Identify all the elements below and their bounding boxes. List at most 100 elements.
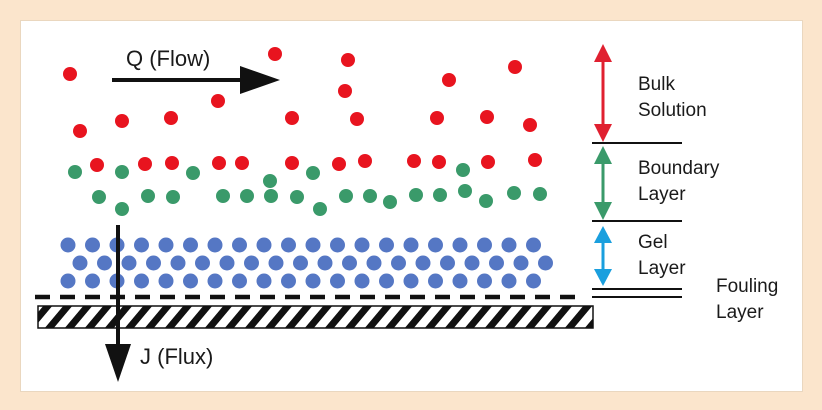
gel-particle: [440, 255, 455, 271]
gel-particle: [501, 273, 517, 289]
gel-particle: [489, 255, 504, 271]
boundary-particle: [409, 188, 423, 202]
boundary-particle: [92, 190, 106, 204]
bulk-particle: [235, 156, 249, 170]
fouling-layer-label-line2: Layer: [716, 302, 764, 323]
bulk-solution-arrow-icon: [594, 44, 612, 142]
gel-particle: [391, 255, 406, 271]
gel-particle: [452, 237, 468, 253]
boundary-particle: [240, 189, 254, 203]
bulk-particle: [430, 111, 444, 125]
bulk-particle: [138, 157, 152, 171]
gel-particle: [379, 273, 394, 289]
gel-particle: [538, 255, 553, 271]
gel-particle: [305, 237, 321, 253]
boundary-particle: [507, 186, 521, 200]
bulk-particle: [358, 154, 372, 168]
bulk-particle: [442, 73, 456, 87]
gel-particle: [232, 273, 247, 289]
gel-particle: [146, 255, 161, 271]
bulk-particle: [407, 154, 421, 168]
boundary-particle: [115, 165, 129, 179]
gel-particle: [354, 273, 370, 289]
gel-particle: [121, 255, 137, 271]
boundary-particle: [313, 202, 327, 216]
boundary-particle: [458, 184, 472, 198]
bulk-particle: [481, 155, 495, 169]
gel-particle: [281, 273, 296, 289]
gel-particle: [501, 237, 517, 253]
boundary-particle: [115, 202, 129, 216]
gel-particle: [526, 237, 541, 253]
gel-particle: [134, 273, 149, 289]
bulk-particle: [338, 84, 352, 98]
bulk-particle: [285, 156, 299, 170]
bulk-particle: [164, 111, 178, 125]
gel-particle: [354, 237, 370, 253]
flux-label: J (Flux): [140, 344, 213, 369]
gel-particle: [219, 255, 235, 271]
gel-particle: [134, 237, 149, 253]
flow-arrow-icon: [112, 66, 280, 94]
bulk-particle: [332, 157, 346, 171]
bulk-particle: [523, 118, 537, 132]
boundary-particle: [433, 188, 447, 202]
bulk-particle: [480, 110, 494, 124]
boundary-particle: [363, 189, 377, 203]
gel-particle: [342, 255, 357, 271]
gel-particle: [158, 237, 174, 253]
bulk-particle: [285, 111, 299, 125]
boundary-particle: [216, 189, 230, 203]
gel-particle: [256, 237, 272, 253]
bulk-particle: [432, 155, 446, 169]
bulk-particles: [63, 47, 542, 172]
bulk-particle: [528, 153, 542, 167]
gel-particle: [158, 273, 174, 289]
bulk-particle: [63, 67, 77, 81]
gel-layer-label-line1: Gel: [638, 232, 668, 253]
gel-particle: [85, 237, 100, 253]
bulk-particle: [212, 156, 226, 170]
boundary-particle: [166, 190, 180, 204]
gel-particle: [366, 255, 382, 271]
gel-particle: [97, 255, 112, 271]
gel-particle: [330, 237, 345, 253]
bulk-particle: [90, 158, 104, 172]
boundary-layer-arrow-icon: [594, 146, 612, 220]
gel-particle: [207, 237, 223, 253]
gel-particle: [526, 273, 541, 289]
boundary-particle: [383, 195, 397, 209]
gel-particle: [60, 273, 76, 289]
bulk-particle: [115, 114, 129, 128]
gel-particle: [305, 273, 321, 289]
gel-particle: [403, 237, 419, 253]
bulk-particle: [165, 156, 179, 170]
bulk-solution-label-line2: Solution: [638, 100, 707, 121]
gel-particle: [428, 273, 443, 289]
gel-particle: [293, 255, 308, 271]
gel-layer-label-line2: Layer: [638, 258, 686, 279]
boundary-particle: [68, 165, 82, 179]
gel-particle: [256, 273, 272, 289]
membrane: [37, 305, 594, 329]
gel-particle: [60, 237, 76, 253]
boundary-particles: [68, 163, 547, 216]
boundary-particle: [186, 166, 200, 180]
gel-particle: [415, 255, 431, 271]
gel-particle: [183, 273, 198, 289]
gel-particle: [170, 255, 186, 271]
gel-particle: [281, 237, 296, 253]
flow-label: Q (Flow): [126, 46, 210, 71]
gel-particle: [477, 273, 492, 289]
boundary-particle: [264, 189, 278, 203]
boundary-particle: [263, 174, 277, 188]
gel-particle: [268, 255, 284, 271]
gel-particle: [513, 255, 529, 271]
bulk-particle: [73, 124, 87, 138]
gel-particle: [72, 255, 88, 271]
boundary-particle: [306, 166, 320, 180]
boundary-layer-label-line2: Layer: [638, 184, 686, 205]
boundary-particle: [141, 189, 155, 203]
gel-particle: [183, 237, 198, 253]
